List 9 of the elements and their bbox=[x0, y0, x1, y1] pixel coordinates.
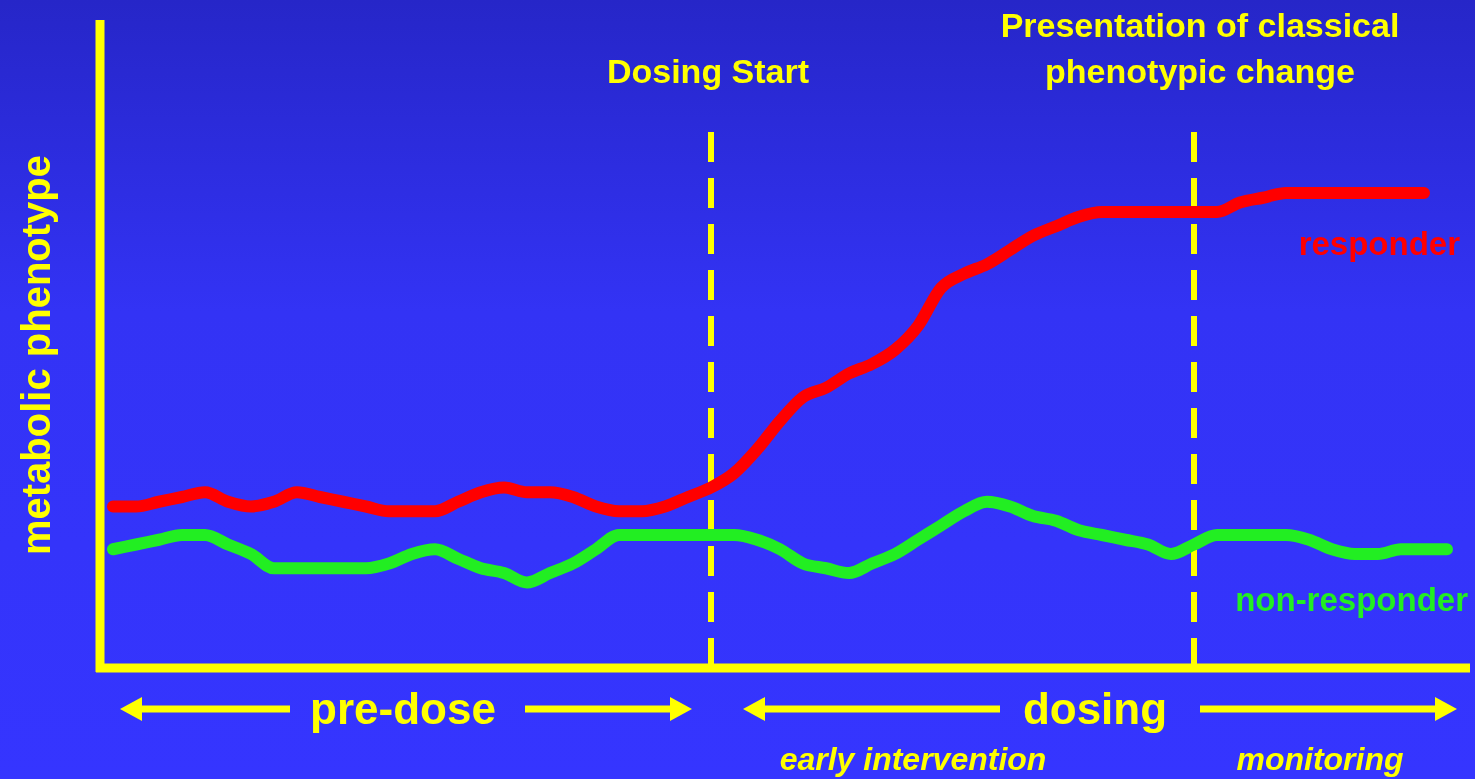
text: dosing bbox=[1022, 684, 1168, 733]
y-axis-title: metabolic phenotype bbox=[14, 154, 58, 556]
text: monitoring bbox=[1236, 741, 1404, 777]
text: early intervention bbox=[779, 741, 1047, 777]
text: Dosing Start bbox=[606, 52, 810, 90]
text: pre-dose bbox=[310, 684, 496, 733]
series-label: responder bbox=[1298, 225, 1461, 262]
text: Presentation of classical phenotypic change bbox=[1000, 6, 1400, 90]
series-label: non-responder bbox=[1235, 581, 1469, 619]
